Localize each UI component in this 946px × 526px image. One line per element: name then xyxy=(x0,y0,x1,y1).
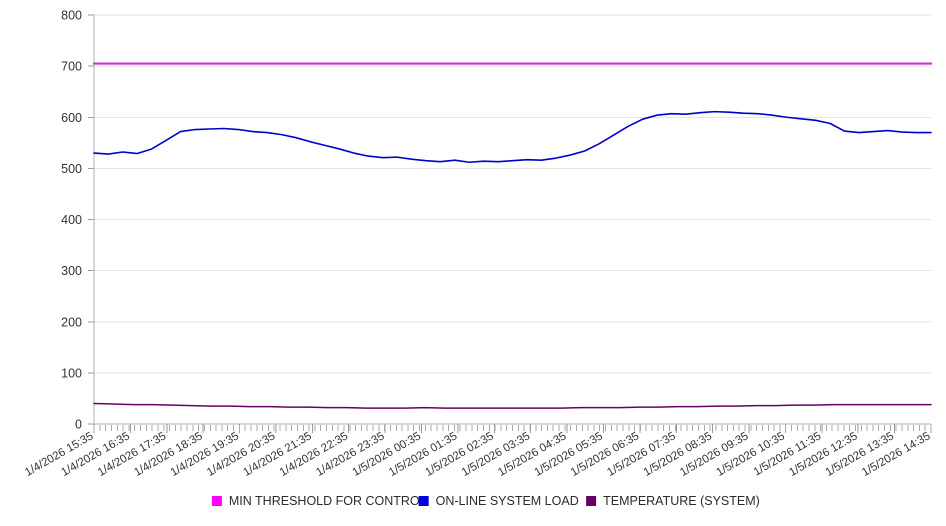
series-line-2 xyxy=(93,402,932,409)
chart-legend: MIN THRESHOLD FOR CONTROL ON-LINE SYSTEM … xyxy=(211,494,760,508)
legend-label: ON-LINE SYSTEM LOAD xyxy=(436,494,579,508)
legend-label: MIN THRESHOLD FOR CONTROL xyxy=(229,494,427,508)
y-axis-tick-label: 500 xyxy=(61,162,82,176)
y-axis-tick-label: 0 xyxy=(75,418,82,432)
series-lines xyxy=(92,62,933,409)
legend-swatch xyxy=(586,496,597,506)
y-axis-tick-label: 400 xyxy=(61,213,82,227)
series-line-1 xyxy=(93,110,932,164)
x-axis-minor-ticks xyxy=(93,425,932,431)
y-axis-tick-label: 200 xyxy=(61,315,82,329)
y-axis-tick-label: 100 xyxy=(61,366,82,380)
x-axis xyxy=(93,15,932,433)
legend-swatch xyxy=(418,496,429,506)
y-axis-tick-label: 600 xyxy=(61,111,82,125)
y-axis: 0 100 200 300 400 500 600 700 800 xyxy=(61,9,94,432)
y-axis-tick-label: 700 xyxy=(61,60,82,74)
x-axis-labels: 1/4/2026 15:351/4/2026 16:351/4/2026 17:… xyxy=(23,430,932,479)
y-axis-tick-label: 800 xyxy=(61,9,82,23)
legend-label: TEMPERATURE (SYSTEM) xyxy=(603,494,760,508)
grid-lines xyxy=(94,14,931,374)
y-axis-tick-label: 300 xyxy=(61,264,82,278)
legend-swatch xyxy=(211,496,222,506)
